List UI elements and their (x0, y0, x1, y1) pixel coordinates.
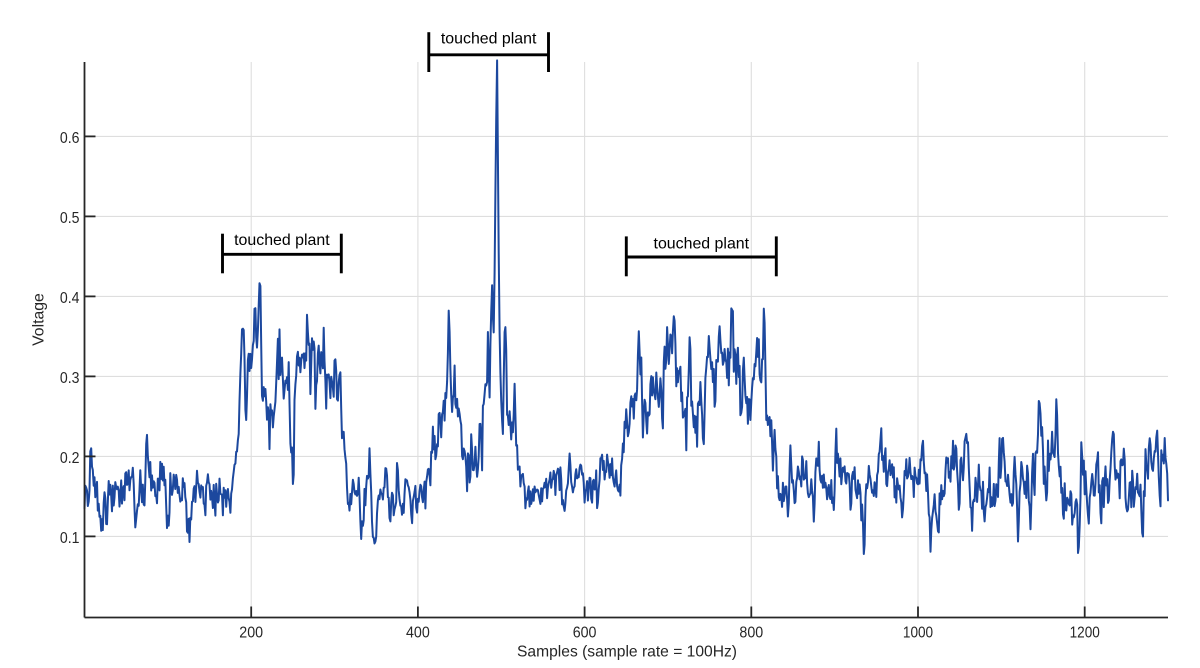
svg-text:1200: 1200 (1070, 625, 1100, 642)
svg-text:0.6: 0.6 (60, 130, 80, 147)
svg-text:1000: 1000 (903, 625, 933, 642)
svg-text:0.3: 0.3 (60, 370, 80, 387)
svg-text:0.4: 0.4 (60, 290, 80, 307)
svg-text:0.1: 0.1 (60, 530, 80, 547)
svg-text:touched plant: touched plant (441, 31, 537, 48)
svg-text:800: 800 (739, 625, 763, 642)
svg-text:0.2: 0.2 (60, 450, 80, 467)
svg-text:200: 200 (239, 625, 263, 642)
svg-text:400: 400 (406, 625, 430, 642)
svg-text:Voltage: Voltage (31, 293, 48, 346)
svg-text:600: 600 (573, 625, 597, 642)
svg-text:touched plant: touched plant (654, 235, 750, 252)
svg-text:Samples (sample rate = 100Hz): Samples (sample rate = 100Hz) (517, 643, 737, 660)
svg-text:touched plant: touched plant (234, 232, 330, 249)
svg-text:0.5: 0.5 (60, 210, 80, 227)
